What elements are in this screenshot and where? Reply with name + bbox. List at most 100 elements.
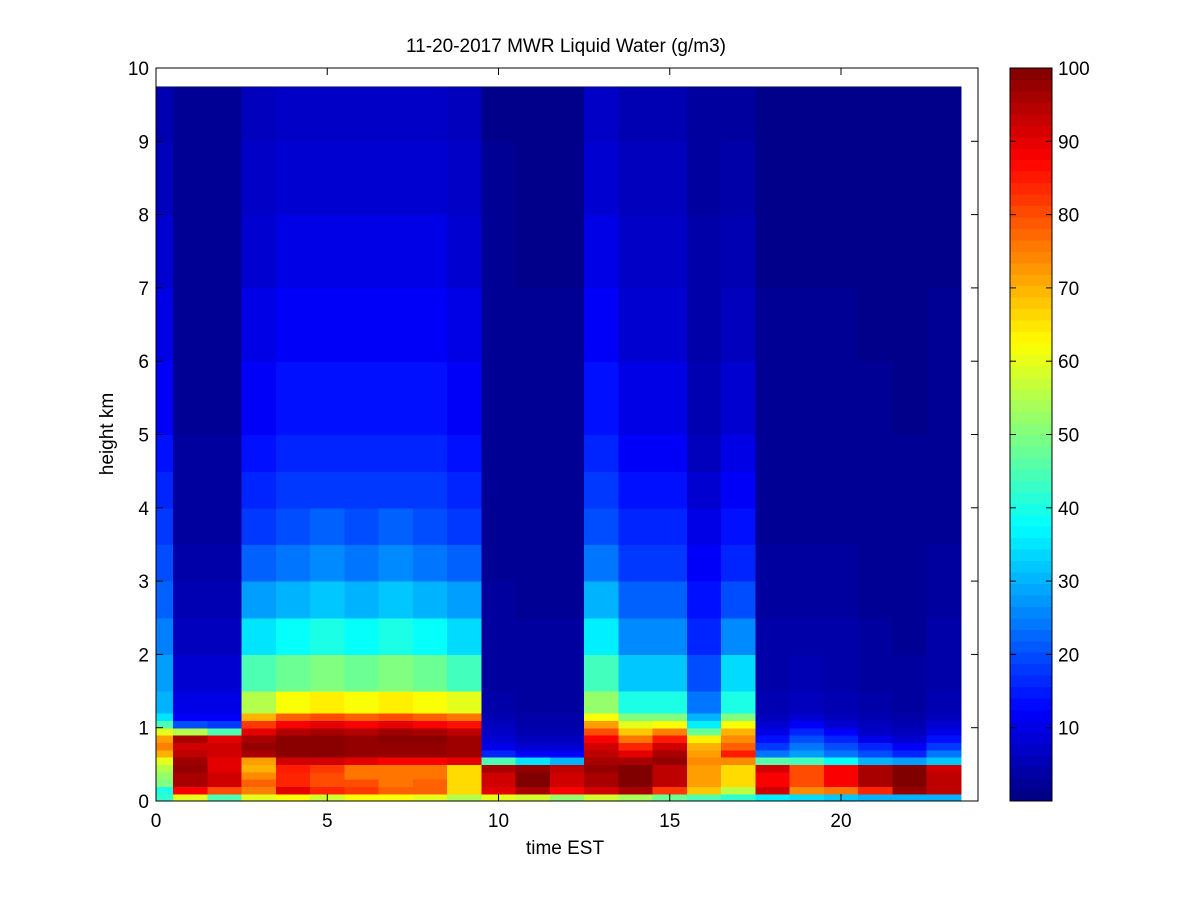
heatmap-cell xyxy=(344,764,380,773)
heatmap-cell xyxy=(241,742,277,751)
heatmap-cell xyxy=(892,617,928,655)
plot-area: 0 5 10 15 20 0 1 2 3 4 5 6 7 8 9 10 xyxy=(128,59,979,832)
heatmap-cell xyxy=(241,86,277,142)
colorbar-step xyxy=(1010,262,1052,275)
heatmap-cell xyxy=(412,544,448,582)
heatmap-cell xyxy=(378,86,414,142)
heatmap-cell xyxy=(207,749,243,758)
heatmap-cell xyxy=(892,287,928,362)
heatmap-cell xyxy=(960,434,962,472)
colorbar-step xyxy=(1010,148,1052,161)
heatmap-cell xyxy=(207,720,243,729)
heatmap-cell xyxy=(686,779,722,787)
heatmap-cell xyxy=(241,735,277,743)
colorbar-step xyxy=(1010,342,1052,355)
heatmap-cell xyxy=(156,581,174,619)
heatmap-cell xyxy=(686,691,722,714)
heatmap-cell xyxy=(858,581,893,619)
heatmap-cell xyxy=(789,507,825,546)
heatmap-cell xyxy=(755,141,791,216)
heatmap-cell xyxy=(241,720,277,729)
heatmap-cell xyxy=(241,214,277,289)
heatmap-cell xyxy=(755,617,791,655)
heatmap-cell xyxy=(618,749,654,758)
heatmap-cell xyxy=(960,471,962,509)
heatmap-cell xyxy=(960,86,962,142)
heatmap-cell xyxy=(789,764,825,773)
heatmap-cell xyxy=(823,713,859,721)
heatmap-cell xyxy=(892,434,928,472)
heatmap-cell xyxy=(823,720,859,729)
heatmap-cell xyxy=(926,141,962,216)
heatmap-cell xyxy=(789,786,825,795)
heatmap-cell xyxy=(652,471,688,509)
heatmap-cell xyxy=(755,713,791,721)
heatmap-cell xyxy=(926,471,962,509)
heatmap-cell xyxy=(378,544,414,582)
colorbar-step xyxy=(1010,285,1052,298)
heatmap-cell xyxy=(549,86,585,87)
heatmap-cell xyxy=(926,214,962,289)
heatmap-cell xyxy=(618,361,654,436)
heatmap-cell xyxy=(173,471,208,509)
colorbar-step xyxy=(1010,663,1052,676)
heatmap-cell xyxy=(721,742,756,751)
heatmap-cell xyxy=(960,141,962,216)
heatmap-cell xyxy=(584,764,619,773)
heatmap-cell xyxy=(823,86,859,87)
heatmap-cell xyxy=(618,544,654,582)
heatmap-cell xyxy=(960,214,962,289)
heatmap-cell xyxy=(652,742,688,751)
heatmap-cell xyxy=(241,779,277,787)
heatmap-cell xyxy=(481,786,517,795)
heatmap-cell xyxy=(173,764,208,773)
heatmap-cell xyxy=(173,86,208,87)
colorbar-step xyxy=(1010,308,1052,321)
heatmap-cell xyxy=(789,735,825,743)
heatmap-cell xyxy=(207,471,243,509)
heatmap-cell xyxy=(515,654,551,692)
y-axis-label: height km xyxy=(97,393,118,475)
colorbar-step xyxy=(1010,79,1052,92)
heatmap-cell xyxy=(858,713,893,721)
heatmap-cell xyxy=(344,86,380,142)
heatmap-cell xyxy=(275,720,311,729)
heatmap-cell xyxy=(686,713,722,721)
heatmap-cell xyxy=(156,771,174,780)
heatmap-cell xyxy=(721,617,756,655)
heatmap-cell xyxy=(412,749,448,758)
heatmap-cell xyxy=(652,544,688,582)
heatmap-cell xyxy=(515,507,551,546)
colorbar-step xyxy=(1010,468,1052,481)
heatmap-cell xyxy=(378,581,414,619)
heatmap-cell xyxy=(378,214,414,289)
heatmap-cell xyxy=(207,771,243,780)
heatmap-cell xyxy=(275,361,311,436)
heatmap-cell xyxy=(721,141,756,216)
heatmap-cell xyxy=(926,757,962,765)
heatmap-cell xyxy=(275,581,311,619)
x-tick-label: 20 xyxy=(830,811,851,832)
heatmap-cell xyxy=(652,749,688,758)
heatmap-cell xyxy=(721,361,756,436)
colorbar-step xyxy=(1010,606,1052,619)
heatmap-cell xyxy=(618,735,654,743)
colorbar-step xyxy=(1010,560,1052,573)
heatmap-cell xyxy=(755,779,791,787)
heatmap-cell xyxy=(618,581,654,619)
heatmap-cell xyxy=(549,742,585,751)
heatmap-cell xyxy=(173,786,208,795)
colorbar-step xyxy=(1010,434,1052,447)
heatmap-cell xyxy=(789,361,825,436)
heatmap-cell xyxy=(686,617,722,655)
heatmap-cell xyxy=(892,471,928,509)
heatmap-cell xyxy=(173,361,208,436)
heatmap-cell xyxy=(412,287,448,362)
heatmap-cell xyxy=(721,654,756,692)
heatmap-cell xyxy=(584,86,619,142)
heatmap-cell xyxy=(584,361,619,436)
heatmap-cell xyxy=(344,581,380,619)
heatmap-cell xyxy=(686,749,722,758)
heatmap-cell xyxy=(789,434,825,472)
heatmap-cell xyxy=(960,86,962,87)
